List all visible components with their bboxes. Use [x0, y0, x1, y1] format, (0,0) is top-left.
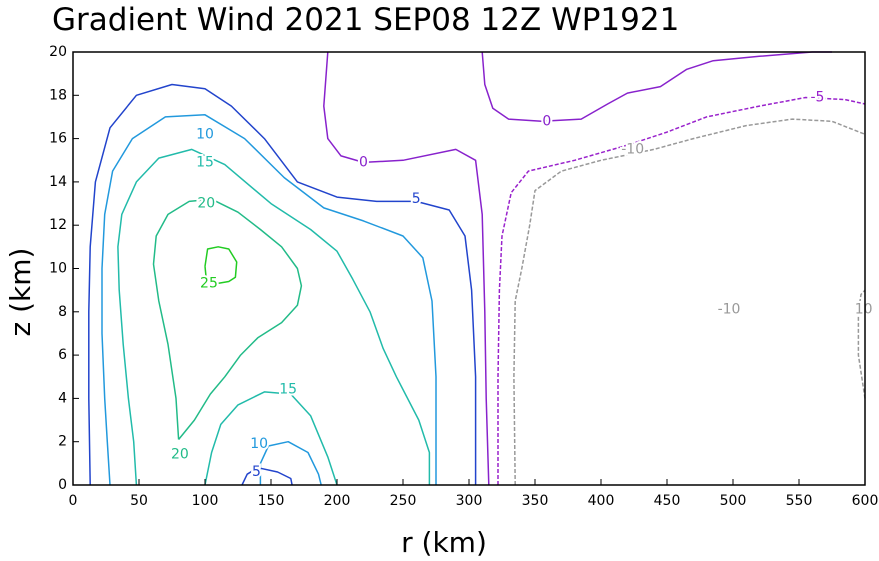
- contour-label-layer: 25 20 20 15 15 10 10 5 5 0 0 -5 -10 -10 10: [169, 87, 875, 482]
- contour-line-2-1: [204, 391, 338, 486]
- y-tick-label-5: 10: [49, 261, 67, 277]
- x-tick-label-10: 500: [720, 493, 747, 509]
- y-tick-label-0: 0: [58, 477, 67, 493]
- contour-line-0-0: [204, 246, 238, 285]
- x-tick-label-12: 600: [852, 493, 879, 509]
- x-tick-label-2: 100: [192, 493, 219, 509]
- contour-label-0: 25: [200, 276, 218, 292]
- contour-label-14: 10: [855, 302, 873, 318]
- x-tick-label-11: 550: [786, 493, 813, 509]
- contour-line-2-0: [117, 148, 431, 486]
- contour-label-8: 5: [252, 464, 261, 480]
- contour-line-7-0: [513, 118, 866, 486]
- contour-label-12: -10: [621, 141, 644, 157]
- x-axis-label: r (km): [401, 526, 487, 559]
- contour-layer: [88, 51, 866, 486]
- chart-title: Gradient Wind 2021 SEP08 12Z WP1921: [52, 2, 679, 38]
- x-tick-label-8: 400: [588, 493, 615, 509]
- y-tick-label-7: 14: [49, 174, 67, 190]
- contour-label-7: 5: [412, 191, 421, 207]
- contour-line-5-0: [323, 51, 490, 486]
- y-tick-label-4: 8: [58, 304, 67, 320]
- y-tick-label-2: 4: [58, 390, 67, 406]
- x-tick-label-3: 150: [258, 493, 285, 509]
- x-tick-label-1: 50: [130, 493, 148, 509]
- contour-label-2: 20: [171, 447, 189, 463]
- x-axis: 0 50 100 150 200 250 300 350 400 450 500 550 600: [69, 479, 879, 509]
- y-tick-label-9: 18: [49, 87, 67, 103]
- x-tick-label-0: 0: [69, 493, 78, 509]
- contour-label-3: 15: [196, 154, 214, 170]
- contour-label-11: -5: [810, 89, 824, 105]
- contour-line-3-0: [101, 114, 437, 486]
- y-tick-label-8: 16: [49, 131, 67, 147]
- contour-label-10: 0: [542, 113, 551, 129]
- y-axis-label: z (km): [4, 248, 37, 337]
- contour-label-9: 0: [359, 154, 368, 170]
- x-tick-label-5: 250: [390, 493, 417, 509]
- y-tick-label-10: 20: [49, 44, 67, 60]
- contour-line-7-1: [857, 289, 866, 399]
- contour-line-4-1: [241, 466, 293, 486]
- y-tick-label-1: 2: [58, 434, 67, 450]
- x-tick-label-4: 200: [324, 493, 351, 509]
- y-tick-label-3: 6: [58, 347, 67, 363]
- x-tick-label-7: 350: [522, 493, 549, 509]
- x-tick-label-9: 450: [654, 493, 681, 509]
- contour-label-4: 15: [279, 382, 297, 398]
- contour-line-5-1: [481, 51, 832, 123]
- contour-line-4-0: [88, 83, 477, 486]
- contour-label-1: 20: [197, 196, 215, 212]
- contour-label-6: 10: [250, 436, 268, 452]
- contour-line-6-0: [497, 96, 866, 485]
- y-tick-label-6: 12: [49, 217, 67, 233]
- x-tick-label-6: 300: [456, 493, 483, 509]
- contour-line-1-0: [152, 198, 303, 440]
- contour-label-13: -10: [718, 302, 741, 318]
- contour-label-5: 10: [196, 126, 214, 142]
- y-axis: 0 2 4 6 8 10 12 14 16 18 20: [49, 44, 79, 493]
- contour-line-3-1: [259, 440, 322, 486]
